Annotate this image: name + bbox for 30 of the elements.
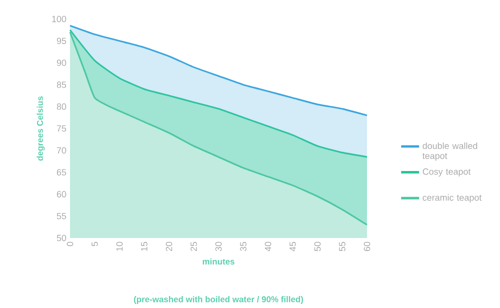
x-tick-label: 55 [339, 242, 346, 252]
y-tick-label: 95 [56, 38, 66, 44]
x-tick-label: 60 [364, 242, 370, 252]
x-tick-label: 35 [240, 242, 246, 252]
x-tick-label: 20 [166, 242, 172, 252]
x-axis-title: minutes [202, 258, 234, 265]
x-tick-label: 45 [290, 242, 296, 252]
y-tick-label: 100 [52, 16, 66, 22]
y-tick-label: 90 [56, 60, 66, 66]
x-tick-label: 50 [314, 242, 321, 252]
y-tick-label: 80 [56, 103, 66, 110]
legend-label: double walled teapot [422, 142, 478, 161]
legend-label: ceramic teapot [422, 194, 482, 203]
y-tick-label: 85 [56, 82, 66, 88]
y-tick-label: 75 [56, 125, 66, 132]
y-tick-label: 65 [56, 169, 66, 176]
x-tick-label: 0 [66, 242, 74, 246]
y-tick-label: 50 [56, 234, 66, 242]
y-axis-title: degrees Celsius [36, 96, 45, 161]
x-tick-label: 40 [264, 242, 272, 252]
y-tick-label: 60 [56, 191, 66, 198]
x-tick-label: 5 [92, 242, 98, 246]
y-tick-label: 70 [56, 147, 66, 154]
text: (pre-washed with boiled water / 90% filled) [134, 296, 304, 304]
x-tick-label: 30 [215, 242, 222, 252]
legend-label: Cosy teapot [422, 168, 471, 177]
x-tick-label: 25 [190, 242, 197, 252]
y-tick-label: 55 [56, 212, 66, 220]
x-tick-label: 10 [116, 242, 123, 251]
x-tick-label: 15 [141, 242, 148, 251]
